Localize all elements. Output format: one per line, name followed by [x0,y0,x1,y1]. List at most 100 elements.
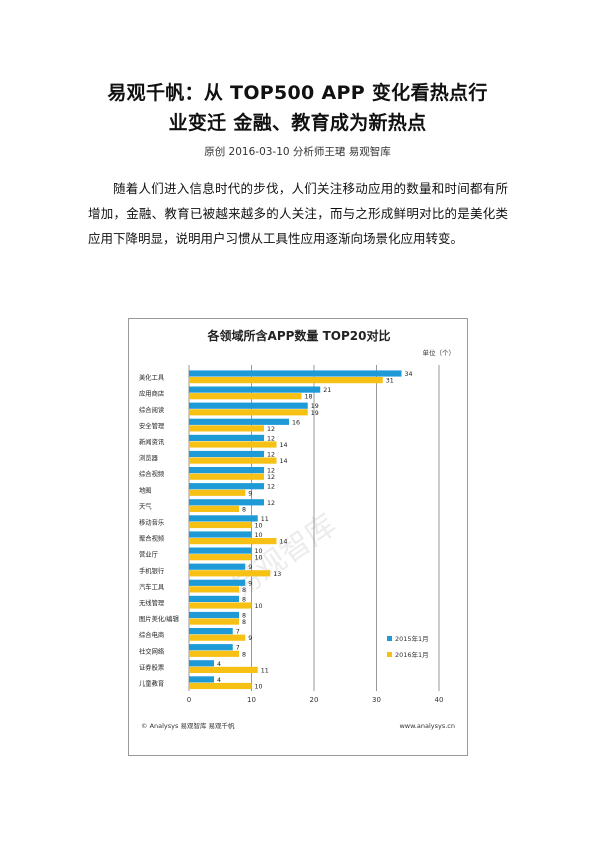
bar-2015 [189,579,246,586]
category-label: 综合视频 [139,469,165,478]
category-label: 汽车工具 [139,582,165,591]
data-label: 8 [242,613,246,620]
bar-2015 [189,563,246,570]
bar-2016 [189,473,264,480]
category-label: 新闻资讯 [139,437,165,446]
data-label: 9 [248,580,252,587]
bar-chart: 易观智库 各领域所含APP数量 TOP20对比 单位（个） 0 10 20 30 40美… [139,328,456,730]
bar-2015 [189,483,264,490]
bar-2016 [189,570,271,577]
article-byline: 原创 2016-03-10 分析师王珺 易观智库 [204,146,391,158]
bar-2015 [189,595,239,602]
chart-unit-label: 单位（个） [423,348,456,357]
data-label: 12 [267,468,275,475]
bar-2016 [189,586,239,593]
chart-footer-right: www.analysys.cn [399,722,455,730]
bar-2015 [189,467,264,474]
category-label: 应用商店 [139,389,164,398]
x-tick-label: 20 [310,696,319,704]
data-label: 10 [255,684,263,691]
data-label: 10 [255,523,263,530]
bar-2015 [189,628,233,635]
category-label: 地图 [139,485,152,494]
bar-2016 [189,554,252,561]
bar-2016 [189,666,258,673]
bar-2015 [189,499,264,506]
bar-2016 [189,538,277,545]
legend-label: 2015年1月 [395,634,429,643]
legend-swatch [387,652,392,657]
chart-footer-left: © Analysys 易观智库 易观千帆 [141,721,235,730]
category-label: 手机银行 [139,566,165,575]
data-label: 11 [261,667,269,674]
data-label: 19 [311,403,319,410]
bar-2015 [189,676,214,683]
data-label: 12 [267,426,275,433]
bar-2015 [189,644,233,651]
bar-2016 [189,634,246,641]
data-label: 19 [311,410,319,417]
x-tick-label: 30 [372,696,381,704]
data-label: 12 [267,500,275,507]
x-tick-label: 10 [247,696,256,704]
legend-label: 2016年1月 [395,650,429,659]
bar-2016 [189,441,277,448]
category-label: 天气 [139,501,152,510]
data-label: 21 [323,387,331,394]
data-label: 13 [273,571,281,578]
data-label: 11 [261,516,269,523]
bar-2016 [189,505,239,512]
category-label: 无线管理 [139,598,165,607]
data-label: 10 [255,555,263,562]
data-label: 8 [242,587,246,594]
bar-2015 [189,370,402,377]
bar-2016 [189,602,252,609]
bar-2016 [189,489,246,496]
category-label: 安全管理 [139,421,165,430]
bar-2015 [189,515,258,522]
bar-2015 [189,450,264,458]
bar-2016 [189,377,383,384]
category-label: 社交网络 [139,646,165,655]
data-label: 16 [292,419,300,426]
article-title: 易观千帆：从 TOP500 APP 变化看热点行 业变迁 金融、教育成为新热点 [0,78,595,138]
article-paragraph: 随着人们进入信息时代的步伐，人们关注移动应用的数量和时间都有所增加，金融、教育已… [88,181,508,246]
bar-2016 [189,425,264,432]
data-label: 14 [280,458,288,465]
data-label: 8 [242,619,246,626]
data-label: 12 [267,474,275,481]
bar-2016 [189,650,239,657]
data-label: 4 [217,677,221,684]
data-label: 9 [248,490,252,497]
data-label: 10 [255,603,263,610]
bar-2015 [189,611,239,619]
bar-2015 [189,386,321,393]
chart-figure: 易观智库 各领域所含APP数量 TOP20对比 单位（个） 0 10 20 30 40 美… [128,318,468,756]
data-label: 7 [236,629,240,636]
data-label: 8 [242,596,246,603]
data-label: 7 [236,645,240,652]
bar-2016 [189,521,252,529]
bar-2016 [189,393,302,400]
bar-2015 [189,418,289,425]
chart-title: 各领域所含APP数量 TOP20对比 [207,328,391,343]
data-label: 8 [242,506,246,513]
category-label: 浏览器 [139,453,159,462]
category-label: 营业厅 [139,550,158,559]
article-title-line-1: 易观千帆：从 TOP500 APP 变化看热点行 [107,82,488,104]
category-label: 综合电商 [139,630,164,639]
bar-2015 [189,434,264,441]
bar-2015 [189,660,214,667]
data-label: 14 [280,442,288,449]
data-label: 10 [255,532,263,539]
data-label: 12 [267,452,275,459]
data-label: 12 [267,435,275,442]
data-label: 4 [217,661,221,668]
data-label: 14 [280,539,288,546]
category-label: 图片美化/编辑 [139,614,180,623]
data-label: 10 [255,548,263,555]
bar-2015 [189,531,252,538]
bar-2015 [189,547,252,554]
x-tick-label: 0 [187,696,191,704]
data-label: 31 [386,378,394,385]
